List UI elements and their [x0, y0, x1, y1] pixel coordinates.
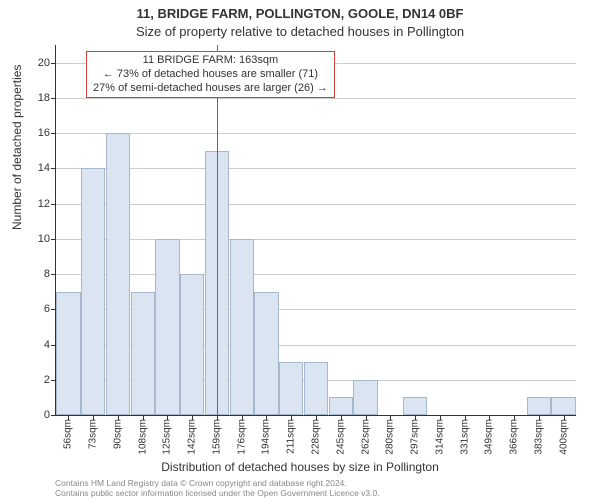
xtick-label: 56sqm: [63, 419, 74, 449]
footer-line2: Contains public sector information licen…: [55, 488, 380, 498]
chart-title-address: 11, BRIDGE FARM, POLLINGTON, GOOLE, DN14…: [0, 6, 600, 21]
bar: [131, 292, 155, 415]
xtick-label: 159sqm: [211, 419, 222, 455]
gridline: [56, 239, 576, 240]
xtick-label: 142sqm: [187, 419, 198, 455]
ytick-label: 10: [38, 233, 50, 245]
ytick-label: 18: [38, 92, 50, 104]
annotation-box: 11 BRIDGE FARM: 163sqm ← 73% of detached…: [86, 51, 335, 98]
chart-subtitle: Size of property relative to detached ho…: [0, 24, 600, 39]
bar: [230, 239, 254, 415]
bar: [304, 362, 328, 415]
bar: [180, 274, 204, 415]
xtick-label: 262sqm: [360, 419, 371, 455]
xtick-label: 125sqm: [162, 419, 173, 455]
bar: [155, 239, 179, 415]
plot-area: 11 BRIDGE FARM: 163sqm ← 73% of detached…: [55, 45, 576, 416]
xtick-label: 349sqm: [484, 419, 495, 455]
xtick-label: 331sqm: [459, 419, 470, 455]
ytick-label: 0: [44, 409, 50, 421]
xtick-label: 228sqm: [311, 419, 322, 455]
annotation-line1: 11 BRIDGE FARM: 163sqm: [93, 54, 328, 68]
ytick-mark: [51, 415, 56, 416]
ytick-label: 2: [44, 374, 50, 386]
footer-attribution: Contains HM Land Registry data © Crown c…: [55, 478, 380, 498]
xtick-label: 108sqm: [137, 419, 148, 455]
x-axis-label: Distribution of detached houses by size …: [0, 460, 600, 474]
ytick-label: 16: [38, 127, 50, 139]
ytick-label: 8: [44, 268, 50, 280]
xtick-label: 245sqm: [335, 419, 346, 455]
bar: [56, 292, 80, 415]
bar: [527, 397, 551, 415]
y-axis-label: Number of detached properties: [10, 65, 24, 230]
annotation-line3: 27% of semi-detached houses are larger (…: [93, 82, 328, 96]
ytick-label: 20: [38, 57, 50, 69]
bar: [106, 133, 130, 415]
chart-container: 11, BRIDGE FARM, POLLINGTON, GOOLE, DN14…: [0, 0, 600, 500]
footer-line1: Contains HM Land Registry data © Crown c…: [55, 478, 380, 488]
bar: [551, 397, 575, 415]
marker-line: [217, 45, 218, 415]
xtick-label: 194sqm: [261, 419, 272, 455]
ytick-label: 4: [44, 339, 50, 351]
gridline: [56, 204, 576, 205]
bar: [81, 168, 105, 415]
ytick-label: 14: [38, 162, 50, 174]
ytick-label: 12: [38, 198, 50, 210]
gridline: [56, 133, 576, 134]
xtick-label: 383sqm: [533, 419, 544, 455]
bar: [254, 292, 278, 415]
xtick-label: 176sqm: [236, 419, 247, 455]
xtick-label: 73sqm: [88, 419, 99, 449]
xtick-label: 297sqm: [410, 419, 421, 455]
gridline: [56, 168, 576, 169]
xtick-label: 400sqm: [558, 419, 569, 455]
annotation-line2: ← 73% of detached houses are smaller (71…: [93, 68, 328, 82]
xtick-label: 366sqm: [509, 419, 520, 455]
xtick-label: 314sqm: [434, 419, 445, 455]
bar: [329, 397, 353, 415]
bar: [353, 380, 377, 415]
bar: [403, 397, 427, 415]
bar: [279, 362, 303, 415]
xtick-label: 90sqm: [112, 419, 123, 449]
ytick-label: 6: [44, 303, 50, 315]
xtick-label: 211sqm: [286, 419, 297, 454]
gridline: [56, 274, 576, 275]
xtick-label: 280sqm: [385, 419, 396, 455]
